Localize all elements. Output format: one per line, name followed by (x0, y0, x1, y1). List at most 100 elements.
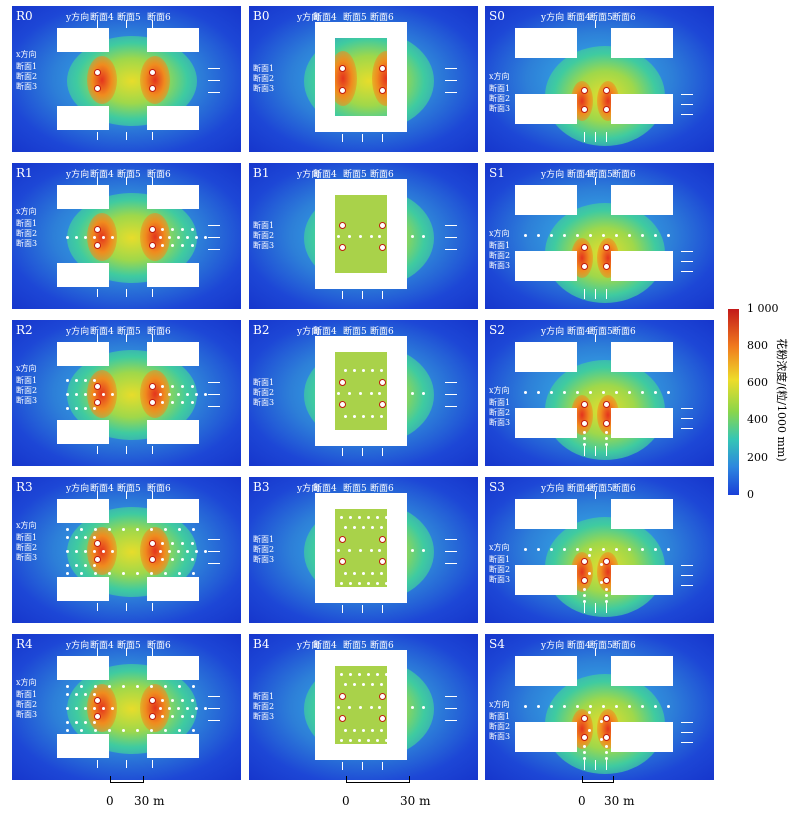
section-line (152, 603, 153, 611)
sample-point (66, 685, 69, 688)
section-line (97, 177, 98, 185)
sample-point (615, 391, 618, 394)
section-line (606, 446, 607, 456)
section-line (126, 648, 127, 656)
section-label: 断面6 (370, 327, 394, 337)
source-point (379, 558, 386, 565)
axis-label-x: x方向 (489, 543, 510, 552)
building (315, 493, 335, 603)
building (315, 22, 407, 38)
panel-b4: 断面1 断面2 断面3 y方向 断面4 断面5 断面6 B4 (249, 634, 478, 780)
source-point (603, 577, 610, 584)
section-label: 断面5 (589, 484, 613, 494)
section-line (342, 291, 343, 299)
building (68, 28, 98, 40)
section-line (208, 68, 220, 69)
source-point (94, 242, 101, 249)
section-line (445, 382, 457, 383)
panel-r2: x方向 断面1 断面2 断面3 y方向 断面4 断面5 断面6 R2 (12, 320, 241, 466)
section-line (208, 696, 220, 697)
section-label: 断面1 (253, 64, 275, 73)
sample-point (66, 707, 69, 710)
building (315, 744, 407, 760)
section-label: 断面3 (16, 239, 38, 248)
building (147, 499, 199, 523)
sample-point (66, 564, 69, 567)
sample-point (537, 234, 540, 237)
colorbar-tick: 400 (747, 413, 768, 426)
building (315, 22, 335, 132)
section-line (445, 394, 457, 395)
panel-s3: x方向 断面1 断面2 断面3 y方向 断面4 断面5 断面6 S3 (485, 477, 714, 623)
building (147, 106, 199, 130)
section-label: 断面4 (567, 484, 591, 494)
building (147, 734, 199, 758)
sample-point (380, 683, 383, 686)
sample-point (389, 235, 392, 238)
building (387, 336, 407, 446)
sample-point (654, 705, 657, 708)
section-label: 断面4 (567, 641, 591, 651)
source-point (94, 697, 101, 704)
sample-point (667, 234, 670, 237)
section-line (595, 177, 596, 185)
section-label: 断面1 (489, 712, 511, 721)
section-line (208, 563, 220, 564)
section-label: 断面3 (489, 104, 511, 113)
section-line (445, 225, 457, 226)
section-line (97, 20, 98, 28)
axis-label-y: y方向 (297, 641, 321, 651)
section-label: 断面3 (489, 575, 511, 584)
building (611, 408, 673, 438)
sample-point (600, 738, 603, 741)
source-point (149, 383, 156, 390)
sample-point (362, 572, 365, 575)
sample-point (171, 699, 174, 702)
sample-point (84, 407, 87, 410)
sample-point (340, 739, 343, 742)
section-label: 断面5 (343, 170, 367, 180)
building (57, 342, 109, 366)
sample-point (358, 739, 361, 742)
panel-label: R1 (16, 166, 33, 180)
section-line (342, 448, 343, 456)
sample-point (378, 235, 381, 238)
sample-point (177, 236, 180, 239)
sample-point (66, 729, 69, 732)
building (57, 656, 109, 680)
section-label: 断面5 (343, 327, 367, 337)
section-label: 断面1 (253, 378, 275, 387)
sample-point (326, 392, 329, 395)
sample-point (641, 234, 644, 237)
sample-point (583, 443, 586, 446)
building (515, 408, 577, 438)
panel-label: S0 (489, 9, 505, 23)
section-line (681, 575, 693, 576)
sample-point (159, 707, 162, 710)
section-line (208, 551, 220, 552)
high-concentration-area (140, 56, 170, 104)
sample-point (204, 236, 207, 239)
section-line (362, 134, 363, 142)
section-label: 断面3 (489, 261, 511, 270)
colorbar (728, 309, 739, 495)
building (147, 28, 199, 52)
sample-point (349, 739, 352, 742)
section-line (152, 334, 153, 342)
sample-point (378, 549, 381, 552)
sample-point (159, 550, 162, 553)
section-label: 断面1 (489, 398, 511, 407)
sample-point (66, 393, 69, 396)
sample-point (605, 437, 608, 440)
source-point (379, 222, 386, 229)
sample-point (94, 528, 97, 531)
sample-point (411, 235, 414, 238)
axis-label-x: x方向 (489, 700, 510, 709)
sample-point (353, 415, 356, 418)
sample-point (583, 600, 586, 603)
building (611, 722, 673, 752)
sample-point (181, 401, 184, 404)
sample-point (84, 393, 87, 396)
sample-point (628, 548, 631, 551)
sample-point (159, 236, 162, 239)
